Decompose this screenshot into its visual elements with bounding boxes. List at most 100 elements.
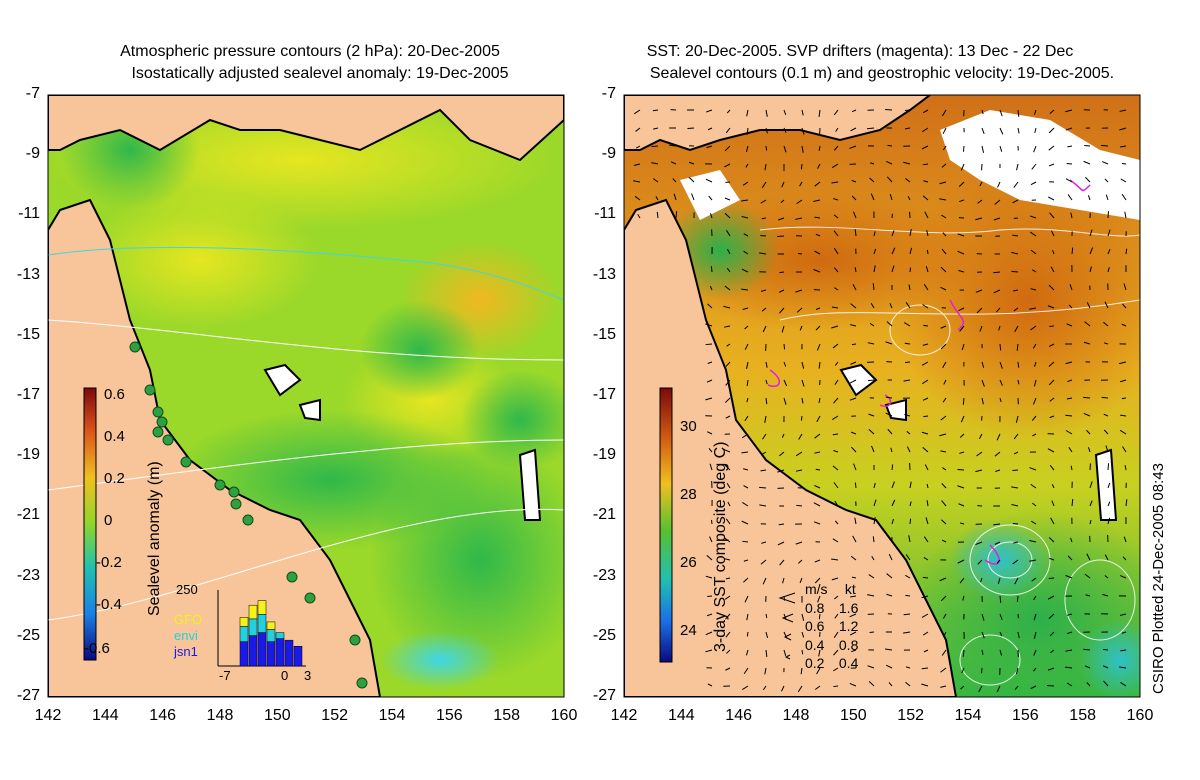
velocity-arrow <box>868 428 875 435</box>
credit-label: CSIRO Plotted 24-Dec-2005 08:43 <box>1150 463 1167 694</box>
velocity-arrow <box>1100 144 1109 147</box>
velocity-arrow <box>1122 556 1127 561</box>
velocity-arrow <box>783 649 787 656</box>
velocity-arrow <box>742 502 749 507</box>
velocity-arrow <box>765 361 768 368</box>
velocity-arrow <box>741 199 749 202</box>
velocity-arrow <box>1031 163 1037 170</box>
speed-legend: m/s kt 0.8 1.6 0.6 1.2 0.4 0.8 0.2 0.4 <box>805 580 858 673</box>
velocity-arrow <box>922 163 929 166</box>
left-x-tick-label: 148 <box>206 707 234 724</box>
velocity-arrow <box>1088 447 1091 453</box>
velocity-arrow <box>1029 307 1037 310</box>
velocity-arrow <box>1017 379 1020 385</box>
velocity-arrow <box>869 177 875 183</box>
velocity-arrow <box>853 463 857 471</box>
velocity-arrow <box>1087 195 1091 201</box>
velocity-arrow <box>999 127 1004 135</box>
velocity-arrow <box>870 162 875 165</box>
velocity-arrow <box>1033 667 1037 672</box>
velocity-arrow <box>977 199 983 204</box>
velocity-arrow <box>941 248 947 255</box>
velocity-arrow <box>1049 212 1055 219</box>
velocity-arrow <box>926 249 929 255</box>
velocity-arrow <box>1013 307 1019 312</box>
velocity-arrow <box>1048 163 1055 167</box>
velocity-arrow <box>779 559 785 566</box>
velocity-arrow <box>942 232 947 237</box>
velocity-arrow <box>1122 446 1127 453</box>
velocity-arrow <box>761 307 767 312</box>
velocity-arrow <box>1013 289 1019 292</box>
velocity-arrow <box>1083 160 1091 165</box>
velocity-arrow <box>891 247 896 255</box>
velocity-arrow <box>818 649 821 657</box>
velocity-arrow <box>1014 577 1019 585</box>
velocity-arrow <box>1067 631 1073 635</box>
velocity-arrow <box>851 179 857 183</box>
velocity-arrow <box>1124 211 1127 219</box>
velocity-arrow <box>942 145 947 151</box>
velocity-arrow <box>759 252 767 255</box>
velocity-arrow <box>1083 341 1091 345</box>
velocity-arrow <box>849 682 857 687</box>
velocity-arrow <box>1014 685 1019 690</box>
velocity-arrow <box>996 559 1001 564</box>
velocity-arrow <box>818 613 821 620</box>
velocity-arrow <box>1071 498 1074 507</box>
velocity-arrow <box>652 109 659 112</box>
velocity-arrow <box>833 397 839 404</box>
velocity-arrow <box>1015 667 1019 675</box>
velocity-arrow <box>1119 361 1127 365</box>
velocity-arrow <box>1052 250 1055 255</box>
velocity-arrow <box>831 306 839 309</box>
velocity-arrow <box>801 649 804 655</box>
velocity-arrow <box>705 649 713 653</box>
velocity-arrow <box>725 518 731 525</box>
velocity-arrow <box>1102 665 1109 669</box>
velocity-arrow <box>831 325 839 329</box>
velocity-arrow <box>723 305 731 309</box>
inset-bar-gfo <box>257 600 267 615</box>
velocity-arrow <box>814 484 821 489</box>
velocity-arrow <box>873 248 877 255</box>
velocity-arrow <box>724 285 731 291</box>
velocity-arrow <box>633 109 641 115</box>
velocity-arrow <box>981 631 985 639</box>
velocity-arrow <box>705 343 713 346</box>
velocity-arrow <box>941 519 947 525</box>
velocity-arrow <box>921 613 929 618</box>
inset-bar-envi <box>275 632 285 639</box>
velocity-arrow <box>922 109 929 114</box>
velocity-arrow <box>999 361 1003 369</box>
velocity-arrow <box>850 595 857 598</box>
velocity-arrow <box>834 361 839 366</box>
velocity-arrow <box>903 631 911 634</box>
velocity-arrow <box>867 665 875 669</box>
velocity-arrow <box>801 379 805 387</box>
velocity-arrow <box>746 109 749 117</box>
velocity-arrow <box>1017 613 1020 619</box>
velocity-arrow <box>854 482 857 489</box>
velocity-arrow <box>999 595 1002 604</box>
velocity-arrow <box>1121 323 1127 327</box>
velocity-arrow <box>921 361 929 366</box>
velocity-arrow <box>980 667 983 674</box>
velocity-arrow <box>962 145 965 152</box>
velocity-arrow <box>833 631 839 638</box>
velocity-arrow <box>999 649 1003 656</box>
velocity-arrow <box>795 289 803 293</box>
velocity-arrow <box>1103 680 1109 687</box>
velocity-arrow <box>1086 553 1091 561</box>
velocity-arrow <box>783 397 787 405</box>
velocity-arrow <box>1066 613 1073 616</box>
right-x-tick-label: 154 <box>954 707 982 724</box>
velocity-arrow <box>746 631 749 637</box>
right-y-tick-label: -17 <box>592 386 616 403</box>
velocity-arrow <box>886 664 893 669</box>
velocity-arrow <box>889 303 893 309</box>
velocity-arrow <box>998 325 1001 331</box>
velocity-arrow <box>835 127 839 132</box>
velocity-arrow <box>760 559 767 565</box>
velocity-arrow <box>744 415 749 422</box>
